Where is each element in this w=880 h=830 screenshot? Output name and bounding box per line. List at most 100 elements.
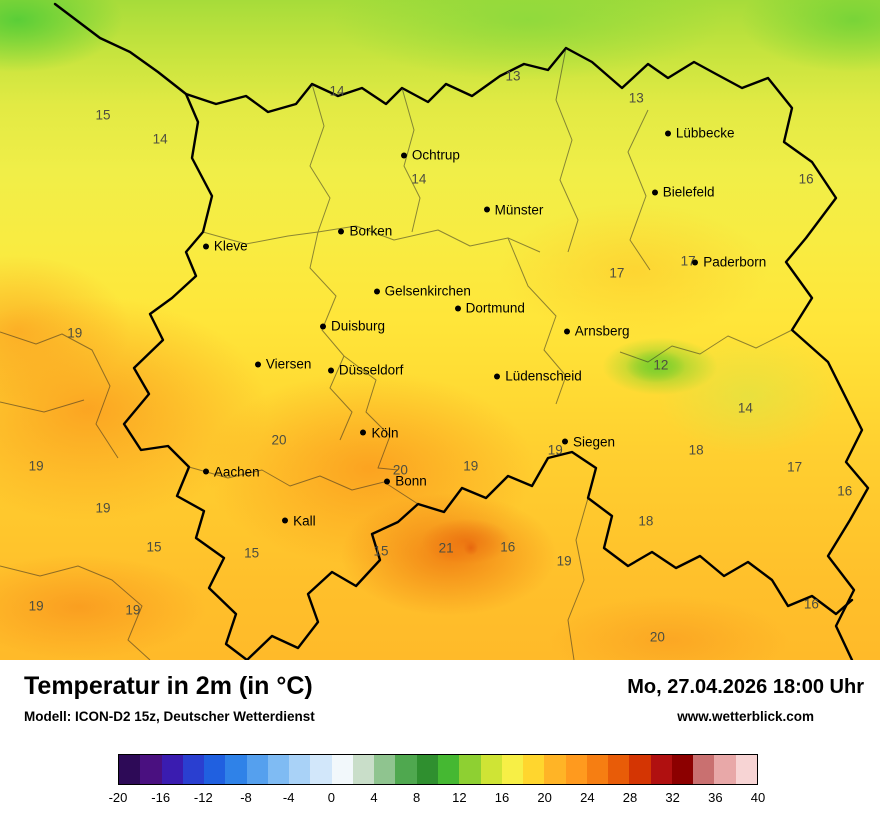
temp-value-label: 16 <box>837 483 853 499</box>
border-path-district <box>567 497 589 660</box>
temp-value-label: 19 <box>125 602 141 618</box>
temp-value-label: 13 <box>505 68 521 84</box>
city-label: Köln <box>371 425 399 441</box>
city-dot-icon <box>384 478 391 485</box>
scale-segment <box>204 755 226 784</box>
temp-value-label: 16 <box>500 539 516 555</box>
scale-tick: 4 <box>370 790 378 805</box>
scale-tick: 12 <box>452 790 467 805</box>
scale-segment <box>395 755 417 784</box>
scale-tick-labels: -20 -16 -12 -8 -4 0 4 8 12 16 20 24 28 32 36 40 <box>109 790 766 808</box>
scale-segment <box>352 755 375 784</box>
border-path-district <box>401 87 421 233</box>
scale-segment <box>629 755 651 784</box>
city-marker: Ochtrup <box>400 147 460 163</box>
city-label: Bielefeld <box>662 184 715 200</box>
scale-tick: -4 <box>282 790 295 805</box>
borders-overlay <box>0 2 870 660</box>
temp-value-label: 20 <box>392 462 408 478</box>
city-dot-icon <box>454 305 461 312</box>
temp-value-label: 17 <box>787 459 803 475</box>
temp-value-label: 19 <box>463 458 479 474</box>
scale-segment <box>650 755 672 784</box>
city-marker: Borken <box>338 224 392 239</box>
temp-value-label: 20 <box>649 629 665 645</box>
scale-tick: -8 <box>240 790 252 805</box>
temp-value-label: 19 <box>547 442 563 458</box>
city-marker: Köln <box>360 425 398 440</box>
temp-value-label: 21 <box>438 540 454 556</box>
temperature-scale: -20 -16 -12 -8 -4 0 4 8 12 16 20 24 28 32 36 40 <box>109 754 766 808</box>
temp-value-label: 19 <box>556 553 572 569</box>
website-url: www.wetterblick.com <box>677 709 814 724</box>
border-path-neighbor <box>0 399 85 413</box>
scale-segment <box>437 755 460 784</box>
city-label: Lübbecke <box>675 125 735 141</box>
border-path-south <box>245 450 854 660</box>
scale-segment <box>523 755 545 784</box>
city-label: Dortmund <box>465 300 525 316</box>
city-label: Münster <box>494 202 544 218</box>
city-dot-icon <box>254 361 261 368</box>
scale-tick: 28 <box>622 790 638 805</box>
city-dot-icon <box>563 328 570 335</box>
scale-segment <box>459 755 481 784</box>
scale-segment <box>544 755 566 784</box>
city-dot-icon <box>202 468 209 475</box>
city-dot-icon <box>360 429 367 436</box>
scale-tick: 16 <box>494 790 510 805</box>
city-label: Siegen <box>572 434 615 450</box>
temp-value-label: 14 <box>411 171 427 187</box>
info-panel: Temperatur in 2m (in °C) Modell: ICON-D2… <box>0 660 880 830</box>
border-path-neighbor <box>0 331 119 459</box>
scale-segment <box>480 755 502 784</box>
city-marker: Kall <box>282 513 316 528</box>
temp-value-label: 14 <box>152 131 168 147</box>
scale-segment <box>182 755 205 784</box>
scale-segment <box>331 755 353 784</box>
border-path-district <box>507 237 567 405</box>
city-marker: Duisburg <box>319 318 385 334</box>
border-path-west <box>53 2 249 660</box>
temp-value-label: 14 <box>329 83 345 99</box>
city-label: Ochtrup <box>411 147 460 163</box>
city-dot-icon <box>651 189 658 196</box>
valid-datetime: Mo, 27.04.2026 18:00 Uhr <box>627 676 864 698</box>
border-path-district <box>188 466 419 505</box>
city-marker: Lüdenscheid <box>494 369 582 384</box>
city-marker: Bielefeld <box>651 184 715 200</box>
temp-value-label: 17 <box>609 265 625 281</box>
scale-tick: 24 <box>580 790 595 805</box>
city-marker: Münster <box>483 202 544 218</box>
city-marker: Düsseldorf <box>327 362 404 378</box>
scale-tick: 8 <box>413 790 421 805</box>
scale-tick: 0 <box>327 790 335 805</box>
city-marker: Siegen <box>561 434 615 450</box>
temp-value-label: 18 <box>688 442 704 458</box>
temp-value-label: 16 <box>798 171 814 187</box>
city-marker: Bonn <box>384 474 427 489</box>
border-path-district <box>309 231 353 441</box>
city-label: Duisburg <box>330 318 385 334</box>
scale-tick: 32 <box>665 790 680 805</box>
city-label: Gelsenkirchen <box>384 283 471 299</box>
city-dot-icon <box>664 130 671 137</box>
city-label: Kall <box>293 513 316 529</box>
city-dot-icon <box>400 152 407 159</box>
city-marker: Arnsberg <box>563 324 630 339</box>
temperature-labels: 15 14 14 13 13 14 16 17 17 19 12 14 20 19 18 19 17 20 19 16… <box>28 68 853 645</box>
scale-tick: -20 <box>108 790 128 805</box>
scale-tick: 36 <box>708 790 723 805</box>
city-label: Düsseldorf <box>338 362 404 378</box>
temp-value-label: 19 <box>28 458 44 474</box>
city-dot-icon <box>282 517 289 524</box>
scale-gradient-bar <box>118 754 758 785</box>
city-dot-icon <box>373 288 380 295</box>
temp-value-label: 19 <box>67 325 83 341</box>
border-path-district <box>555 47 579 253</box>
temp-value-label: 15 <box>146 539 162 555</box>
border-path-north-east <box>184 46 870 660</box>
city-label: Bonn <box>395 473 427 489</box>
model-info: Modell: ICON-D2 15z, Deutscher Wetterdie… <box>24 708 315 724</box>
scale-segment <box>735 755 757 784</box>
